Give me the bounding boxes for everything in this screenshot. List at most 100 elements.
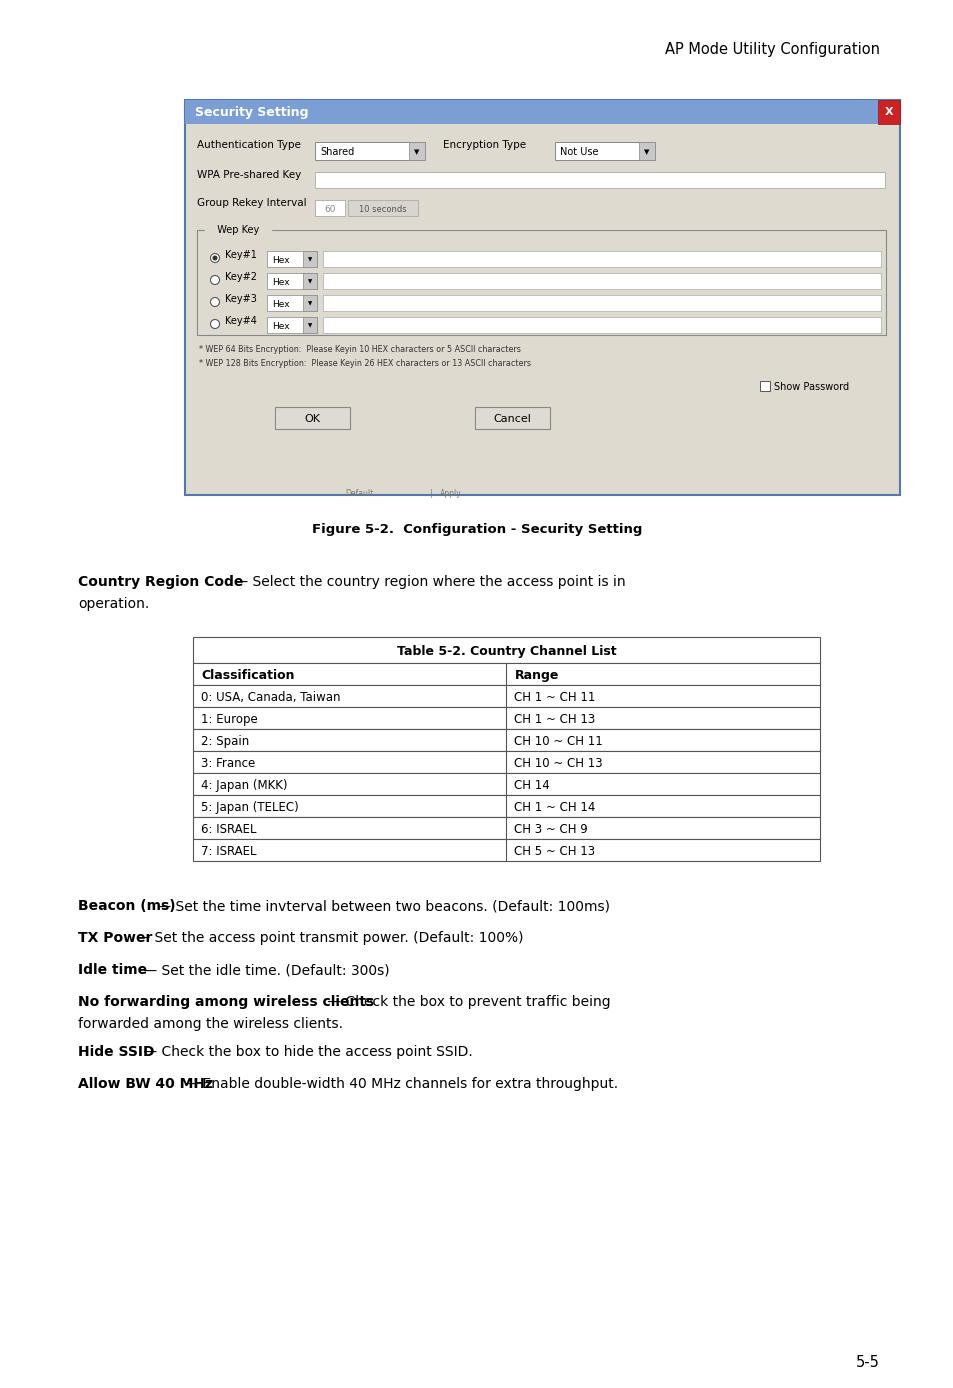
Text: 10 seconds: 10 seconds [359, 204, 406, 214]
Bar [323, 273, 880, 289]
Bar [303, 316, 316, 333]
Text: Hex: Hex [272, 322, 290, 330]
Text: CH 3 ~ CH 9: CH 3 ~ CH 9 [514, 823, 588, 836]
Circle shape [213, 255, 217, 261]
Text: CH 1 ~ CH 11: CH 1 ~ CH 11 [514, 690, 596, 704]
Text: AP Mode Utility Configuration: AP Mode Utility Configuration [664, 42, 879, 57]
Text: Key#3: Key#3 [225, 294, 256, 304]
Text: * WEP 64 Bits Encryption:  Please Keyin 10 HEX characters or 5 ASCII characters: * WEP 64 Bits Encryption: Please Keyin 1… [199, 346, 520, 354]
Text: CH 10 ~ CH 13: CH 10 ~ CH 13 [514, 756, 602, 769]
Text: OK: OK [304, 414, 320, 423]
Bar [303, 273, 316, 289]
Bar [314, 142, 424, 160]
Text: ▼: ▼ [308, 323, 312, 329]
Text: — Set the idle time. (Default: 300s): — Set the idle time. (Default: 300s) [139, 963, 390, 977]
Bar [323, 296, 880, 311]
Text: 6: ISRAEL: 6: ISRAEL [201, 823, 256, 836]
Text: 5-5: 5-5 [855, 1355, 879, 1370]
Bar [475, 407, 550, 429]
Text: CH 1 ~ CH 13: CH 1 ~ CH 13 [514, 712, 595, 726]
Bar [303, 296, 316, 311]
Text: CH 14: CH 14 [514, 779, 550, 791]
Bar [267, 296, 316, 311]
Text: Group Rekey Interval: Group Rekey Interval [196, 198, 306, 208]
Circle shape [211, 275, 219, 285]
Text: Hide SSID: Hide SSID [78, 1045, 154, 1059]
Text: — Set the access point transmit power. (Default: 100%): — Set the access point transmit power. (… [132, 931, 523, 945]
Text: Apply: Apply [439, 489, 461, 498]
Text: Allow BW 40 MHz: Allow BW 40 MHz [78, 1077, 213, 1091]
Bar [193, 637, 820, 663]
Bar [185, 100, 899, 496]
Bar [409, 142, 424, 160]
Text: Country Region Code: Country Region Code [78, 575, 243, 589]
Bar [314, 172, 884, 187]
Text: CH 10 ~ CH 11: CH 10 ~ CH 11 [514, 734, 602, 748]
Text: — Check the box to hide the access point SSID.: — Check the box to hide the access point… [139, 1045, 473, 1059]
Text: 60: 60 [324, 204, 335, 214]
Text: Cancel: Cancel [493, 414, 531, 423]
Bar [323, 316, 880, 333]
Bar [348, 200, 417, 217]
Text: X: X [883, 107, 892, 117]
Circle shape [211, 319, 219, 329]
Text: ▼: ▼ [414, 149, 419, 155]
Text: Key#2: Key#2 [225, 272, 256, 282]
Text: Range: Range [514, 669, 558, 682]
Bar [196, 230, 885, 335]
Text: forwarded among the wireless clients.: forwarded among the wireless clients. [78, 1017, 343, 1031]
Text: — Check the box to prevent traffic being: — Check the box to prevent traffic being [322, 995, 610, 1009]
Bar [303, 251, 316, 266]
Text: Table 5-2. Country Channel List: Table 5-2. Country Channel List [396, 644, 616, 658]
Text: * WEP 128 Bits Encryption:  Please Keyin 26 HEX characters or 13 ASCII character: * WEP 128 Bits Encryption: Please Keyin … [199, 359, 531, 368]
Text: Beacon (ms): Beacon (ms) [78, 899, 175, 913]
Text: Figure 5-2.  Configuration - Security Setting: Figure 5-2. Configuration - Security Set… [312, 523, 641, 536]
Text: 2: Spain: 2: Spain [201, 734, 249, 748]
Circle shape [211, 254, 219, 262]
Text: CH 1 ~ CH 14: CH 1 ~ CH 14 [514, 801, 596, 813]
Circle shape [211, 297, 219, 307]
Bar [760, 380, 769, 391]
Text: Key#4: Key#4 [225, 316, 256, 326]
Text: Hex: Hex [272, 255, 290, 265]
Text: — Enable double-width 40 MHz channels for extra throughput.: — Enable double-width 40 MHz channels fo… [180, 1077, 618, 1091]
Bar [267, 251, 316, 266]
Bar [185, 100, 899, 124]
Text: 0: USA, Canada, Taiwan: 0: USA, Canada, Taiwan [201, 690, 340, 704]
Text: Default: Default [345, 489, 373, 498]
Text: Key#1: Key#1 [225, 250, 256, 260]
Text: ▼: ▼ [643, 149, 649, 155]
Text: 1: Europe: 1: Europe [201, 712, 257, 726]
Bar [193, 729, 820, 751]
Text: 7: ISRAEL: 7: ISRAEL [201, 844, 256, 858]
Text: Hex: Hex [272, 300, 290, 308]
Text: — Select the country region where the access point is in: — Select the country region where the ac… [230, 575, 625, 589]
Bar [267, 316, 316, 333]
Bar [193, 773, 820, 795]
Text: No forwarding among wireless clients: No forwarding among wireless clients [78, 995, 374, 1009]
Bar [193, 706, 820, 729]
Bar [555, 142, 655, 160]
Text: Wep Key: Wep Key [211, 225, 265, 235]
Text: — Set the time invterval between two beacons. (Default: 100ms): — Set the time invterval between two bea… [152, 899, 609, 913]
Text: 5: Japan (TELEC): 5: Japan (TELEC) [201, 801, 298, 813]
Text: 4: Japan (MKK): 4: Japan (MKK) [201, 779, 287, 791]
Text: ▼: ▼ [308, 301, 312, 307]
Text: Authentication Type: Authentication Type [196, 140, 300, 150]
Text: ▼: ▼ [308, 279, 312, 285]
Text: operation.: operation. [78, 597, 149, 611]
Text: Idle time: Idle time [78, 963, 147, 977]
Bar [193, 838, 820, 861]
Text: Shared: Shared [319, 147, 354, 157]
Bar [323, 251, 880, 266]
Text: ▼: ▼ [308, 258, 312, 262]
Bar [267, 273, 316, 289]
Text: |: | [430, 489, 432, 498]
Text: Encryption Type: Encryption Type [442, 140, 525, 150]
Text: Hex: Hex [272, 278, 290, 286]
Text: Not Use: Not Use [559, 147, 598, 157]
Text: WPA Pre-shared Key: WPA Pre-shared Key [196, 169, 301, 180]
Text: Classification: Classification [201, 669, 294, 682]
Bar [193, 663, 820, 686]
Bar [877, 100, 899, 124]
